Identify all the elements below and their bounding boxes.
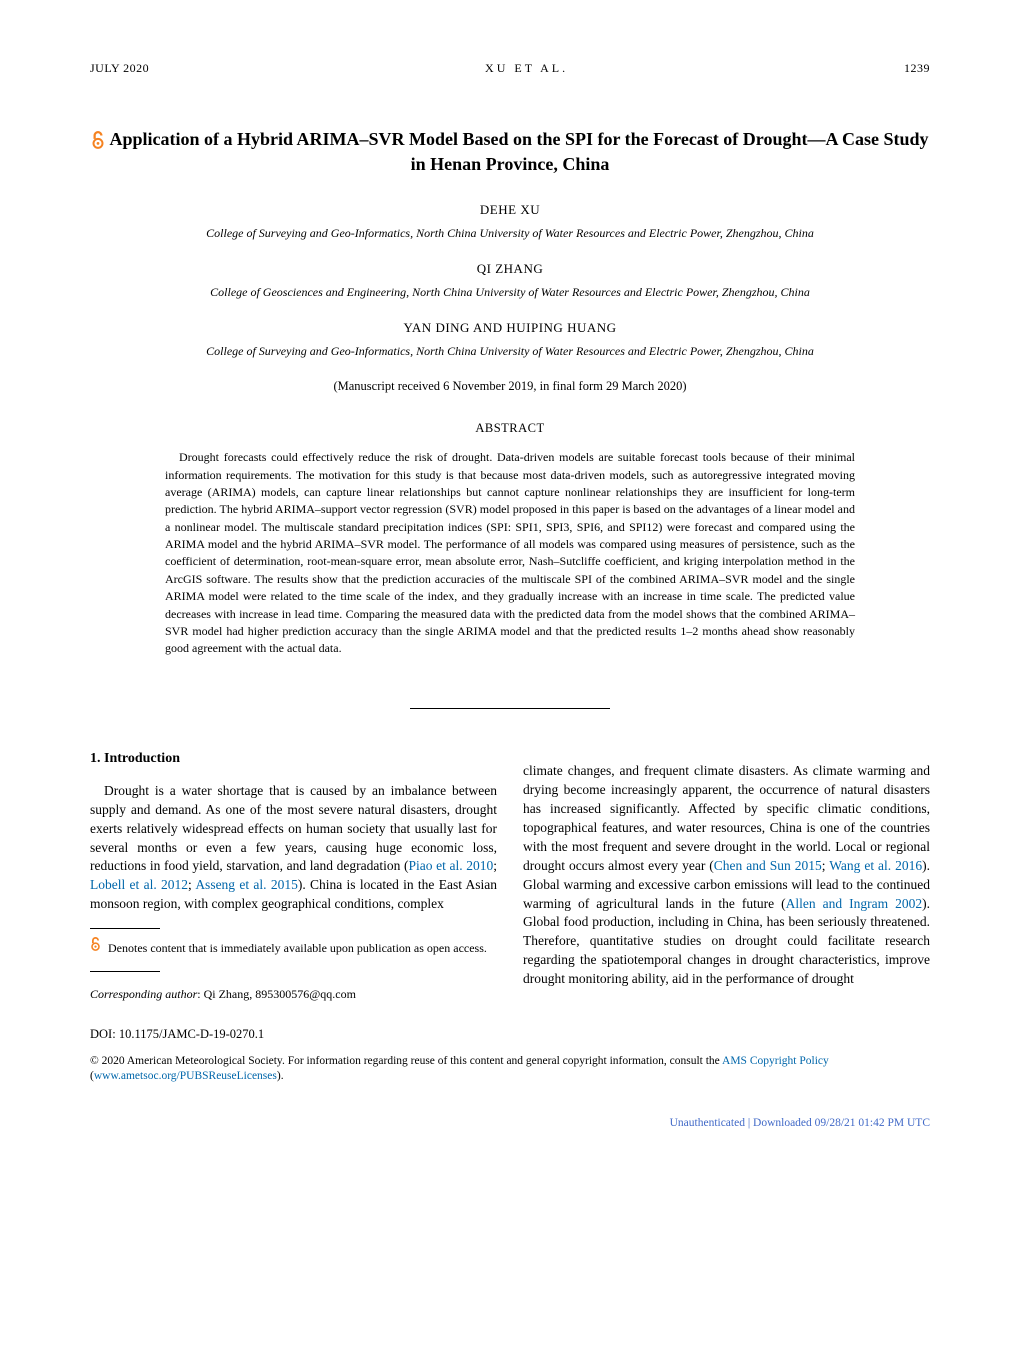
author-name-0: DEHE XU [90, 201, 930, 219]
citation-chen-sun-2015[interactable]: Chen and Sun 2015 [714, 858, 822, 873]
open-access-lock-icon-footnote [90, 940, 104, 954]
running-head-left: JULY 2020 [90, 60, 149, 77]
section-divider [410, 708, 610, 709]
author-block-0: DEHE XU College of Surveying and Geo-Inf… [90, 201, 930, 242]
open-access-lock-icon [91, 131, 105, 149]
running-head: JULY 2020 XU ET AL. 1239 [90, 60, 930, 77]
manuscript-dates: (Manuscript received 6 November 2019, in… [90, 378, 930, 396]
footnote-rule-2 [90, 971, 160, 972]
intro-paragraph-1: Drought is a water shortage that is caus… [90, 782, 497, 914]
abstract-heading: ABSTRACT [90, 420, 930, 438]
abstract-body: Drought forecasts could effectively redu… [90, 449, 930, 658]
citation-lobell-2012[interactable]: Lobell et al. 2012 [90, 877, 188, 892]
author-affiliation-0: College of Surveying and Geo-Informatics… [90, 225, 930, 242]
doi: DOI: 10.1175/JAMC-D-19-0270.1 [90, 1026, 930, 1044]
citation-wang-2016[interactable]: Wang et al. 2016 [829, 858, 922, 873]
author-name-2: YAN DING AND HUIPING HUANG [90, 319, 930, 337]
ams-copyright-policy-link[interactable]: AMS Copyright Policy [722, 1055, 829, 1067]
left-column: 1. Introduction Drought is a water short… [90, 749, 497, 1003]
intro-paragraph-1-cont: climate changes, and frequent climate di… [523, 762, 930, 989]
open-access-footnote: Denotes content that is immediately avai… [90, 937, 497, 956]
citation-asseng-2015[interactable]: Asseng et al. 2015 [195, 877, 298, 892]
download-stamp: Unauthenticated | Downloaded 09/28/21 01… [90, 1115, 930, 1131]
author-name-1: QI ZHANG [90, 260, 930, 278]
author-affiliation-2: College of Surveying and Geo-Informatics… [90, 343, 930, 360]
author-affiliation-1: College of Geosciences and Engineering, … [90, 284, 930, 301]
download-stamp-text: Unauthenticated | Downloaded 09/28/21 01… [670, 1115, 930, 1131]
citation-piao-2010[interactable]: Piao et al. 2010 [408, 858, 493, 873]
footnote-rule-1 [90, 928, 160, 929]
corresponding-text: : Qi Zhang, 895300576@qq.com [197, 987, 356, 1001]
title-block: Application of a Hybrid ARIMA–SVR Model … [90, 127, 930, 177]
corresponding-author: Corresponding author: Qi Zhang, 89530057… [90, 986, 497, 1003]
running-head-center: XU ET AL. [485, 60, 568, 77]
cite-sep-1: ; [493, 858, 497, 873]
section-1-heading: 1. Introduction [90, 749, 497, 769]
title-text: Application of a Hybrid ARIMA–SVR Model … [109, 129, 928, 174]
copyright-pre: © 2020 American Meteorological Society. … [90, 1055, 722, 1067]
ams-reuse-licenses-link[interactable]: www.ametsoc.org/PUBSReuseLicenses [94, 1070, 277, 1082]
intro-text-2a: climate changes, and frequent climate di… [523, 763, 930, 872]
authors-section: DEHE XU College of Surveying and Geo-Inf… [90, 201, 930, 360]
author-block-1: QI ZHANG College of Geosciences and Engi… [90, 260, 930, 301]
author-block-2: YAN DING AND HUIPING HUANG College of Su… [90, 319, 930, 360]
open-access-footnote-text: Denotes content that is immediately avai… [108, 941, 487, 955]
copyright-notice: © 2020 American Meteorological Society. … [90, 1054, 930, 1085]
two-column-body: 1. Introduction Drought is a water short… [90, 749, 930, 1003]
running-head-right: 1239 [904, 60, 930, 77]
corresponding-label: Corresponding author [90, 987, 197, 1001]
article-title: Application of a Hybrid ARIMA–SVR Model … [90, 127, 930, 177]
citation-allen-ingram-2002[interactable]: Allen and Ingram 2002 [786, 896, 922, 911]
right-column: climate changes, and frequent climate di… [523, 749, 930, 1003]
copyright-post: ). [277, 1070, 284, 1082]
